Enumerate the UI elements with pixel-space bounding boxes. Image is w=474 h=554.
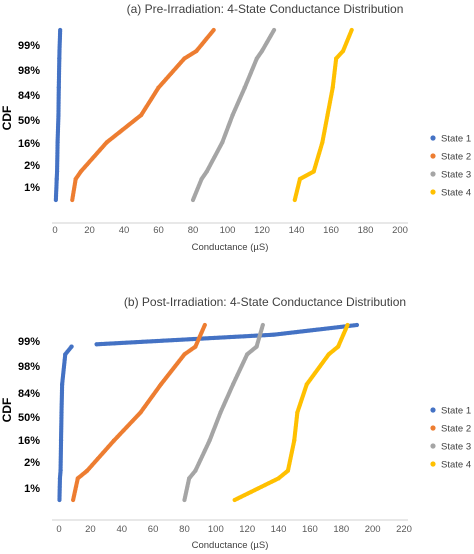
y-axis-label: CDF — [0, 106, 14, 131]
x-tick-label: 160 — [323, 225, 339, 236]
legend: State 1 State 2 State 3 State 4 — [430, 406, 471, 471]
chart-panel-b: (b) Post-Irradiation: 4-State Conductanc… — [0, 295, 471, 551]
y-tick-label: 84% — [18, 90, 40, 102]
plot-area — [53, 27, 354, 203]
series-state-1 — [53, 27, 63, 203]
x-tick-label: 200 — [365, 524, 381, 535]
chart-title: (a) Pre-Irradiation: 4-State Conductance… — [127, 2, 404, 16]
x-tick-label: 40 — [116, 524, 127, 535]
data-point — [345, 322, 350, 328]
series-state-2 — [70, 27, 216, 203]
data-point — [69, 344, 74, 349]
x-tick-label: 20 — [84, 225, 95, 236]
x-tick-label: 120 — [239, 524, 255, 535]
y-tick-label: 98% — [18, 361, 40, 373]
y-axis-label: CDF — [0, 398, 14, 423]
data-point — [354, 322, 360, 328]
legend-marker — [430, 425, 436, 431]
legend-marker — [430, 153, 436, 159]
legend-label: State 2 — [441, 424, 471, 435]
legend-label: State 3 — [441, 170, 471, 181]
x-tick-label: 160 — [302, 524, 318, 535]
series-state-3 — [182, 322, 265, 503]
x-tick-label: 220 — [396, 524, 412, 535]
series-state-2 — [71, 322, 207, 503]
x-tick-label: 0 — [56, 524, 61, 535]
legend-label: State 4 — [441, 460, 471, 471]
x-ticks: 0 20 40 60 80 100 120 140 160 180 200 220 — [56, 524, 412, 535]
legend-label: State 3 — [441, 442, 471, 453]
series-state-1 — [57, 322, 360, 503]
chart-title: (b) Post-Irradiation: 4-State Conductanc… — [124, 295, 406, 309]
chart-panel-a: (a) Pre-Irradiation: 4-State Conductance… — [0, 2, 471, 253]
legend-label: State 1 — [441, 134, 471, 145]
y-tick-label: 16% — [18, 435, 40, 447]
data-point — [211, 27, 216, 33]
legend-marker — [430, 135, 436, 141]
x-axis-label: Conductance (µS) — [192, 540, 269, 551]
data-point — [271, 27, 277, 33]
legend-label: State 4 — [441, 188, 471, 199]
legend-label: State 2 — [441, 152, 471, 163]
legend-marker — [430, 461, 436, 467]
y-tick-label: 50% — [18, 412, 40, 424]
legend-marker — [430, 407, 436, 413]
x-tick-label: 40 — [119, 225, 130, 236]
y-tick-label: 1% — [24, 182, 40, 194]
x-ticks: 0 20 40 60 80 100 120 140 160 180 200 — [52, 225, 408, 236]
x-tick-label: 60 — [148, 524, 159, 535]
data-point — [349, 27, 354, 33]
x-tick-label: 60 — [153, 225, 164, 236]
y-tick-label: 16% — [18, 138, 40, 150]
legend-marker — [430, 171, 436, 177]
y-tick-label: 2% — [24, 457, 40, 469]
data-point — [260, 322, 265, 328]
plot-area — [57, 322, 360, 503]
x-tick-label: 140 — [271, 524, 287, 535]
series-state-4 — [232, 322, 350, 503]
y-tick-label: 99% — [18, 336, 40, 348]
y-tick-label: 84% — [18, 388, 40, 400]
legend-label: State 1 — [441, 406, 471, 417]
y-tick-label: 2% — [24, 160, 40, 172]
x-tick-label: 20 — [85, 524, 96, 535]
y-tick-label: 99% — [18, 40, 40, 52]
legend-marker — [430, 189, 436, 195]
y-tick-label: 1% — [24, 483, 40, 495]
x-tick-label: 80 — [179, 524, 190, 535]
x-tick-label: 80 — [188, 225, 199, 236]
legend-marker — [430, 443, 436, 449]
x-tick-label: 200 — [392, 225, 408, 236]
y-tick-label: 98% — [18, 65, 40, 77]
data-point — [202, 322, 207, 328]
x-tick-label: 180 — [333, 524, 349, 535]
data-point — [58, 27, 63, 33]
series-state-4 — [292, 27, 354, 203]
legend: State 1 State 2 State 3 State 4 — [430, 134, 471, 199]
x-axis-label: Conductance (µS) — [192, 242, 269, 253]
x-tick-label: 140 — [289, 225, 305, 236]
x-tick-label: 0 — [52, 225, 57, 236]
series-state-3 — [190, 27, 277, 203]
y-ticks: 99% 98% 84% 50% 16% 2% 1% — [18, 40, 40, 194]
x-tick-label: 120 — [254, 225, 270, 236]
y-ticks: 99% 98% 84% 50% 16% 2% 1% — [18, 336, 40, 495]
x-tick-label: 180 — [358, 225, 374, 236]
x-tick-label: 100 — [208, 524, 224, 535]
y-tick-label: 50% — [18, 115, 40, 127]
x-tick-label: 100 — [220, 225, 236, 236]
